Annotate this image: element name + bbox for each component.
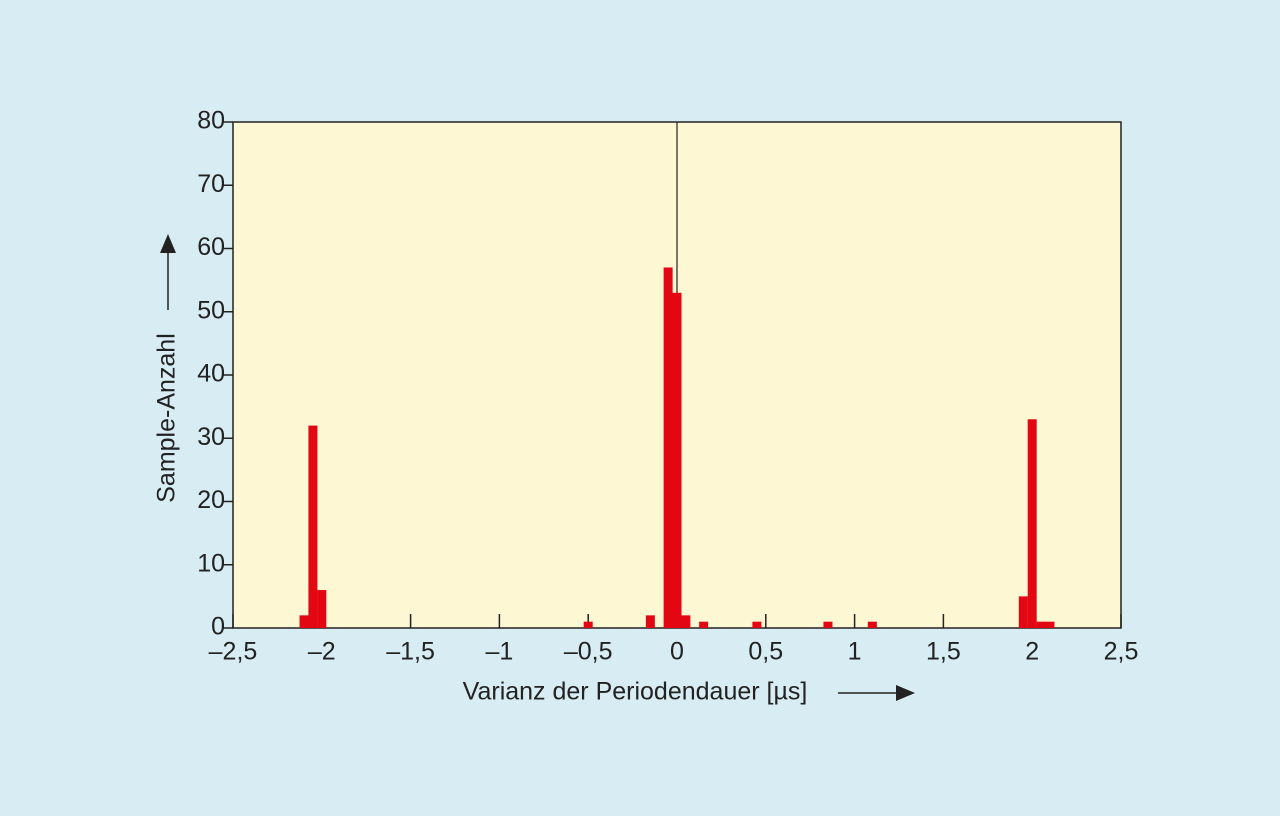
bar — [699, 621, 709, 628]
bar — [752, 621, 762, 628]
y-arrow — [160, 234, 176, 310]
x-tick-label: –0,5 — [564, 638, 613, 666]
y-tick-label: 50 — [197, 296, 225, 324]
bar — [1036, 621, 1046, 628]
bar — [823, 621, 833, 628]
x-tick-label: –2,5 — [209, 638, 258, 666]
bar — [681, 615, 691, 628]
bar — [1018, 596, 1028, 628]
x-tick-label: 0 — [670, 638, 684, 666]
y-tick-label: 20 — [197, 486, 225, 514]
y-tick-label: 70 — [197, 170, 225, 198]
x-tick-label: 2,5 — [1104, 638, 1139, 666]
x-tick-label: 0,5 — [748, 638, 783, 666]
y-tick-label: 80 — [197, 107, 225, 135]
x-tick-label: 1,5 — [926, 638, 961, 666]
x-tick-label: –1 — [485, 638, 513, 666]
x-axis-label: Varianz der Periodendauer [µs] — [463, 678, 808, 706]
x-tick-label: 1 — [848, 638, 862, 666]
bar — [308, 425, 318, 628]
bar — [645, 615, 655, 628]
y-tick-label: 10 — [197, 549, 225, 577]
x-arrow — [838, 685, 915, 701]
bar — [1045, 621, 1055, 628]
bar — [663, 267, 673, 628]
x-tick-label: –1,5 — [386, 638, 435, 666]
bar — [317, 590, 327, 628]
bar — [299, 615, 309, 628]
x-tick-label: –2 — [308, 638, 336, 666]
y-tick-label: 30 — [197, 423, 225, 451]
y-tick-label: 0 — [211, 613, 225, 641]
bar — [867, 621, 877, 628]
bar — [1027, 419, 1037, 628]
bar — [672, 292, 682, 628]
y-axis-label: Sample-Anzahl — [153, 333, 181, 503]
y-tick-label: 40 — [197, 360, 225, 388]
bar — [583, 621, 593, 628]
x-tick-label: 2 — [1025, 638, 1039, 666]
y-tick-label: 60 — [197, 233, 225, 261]
